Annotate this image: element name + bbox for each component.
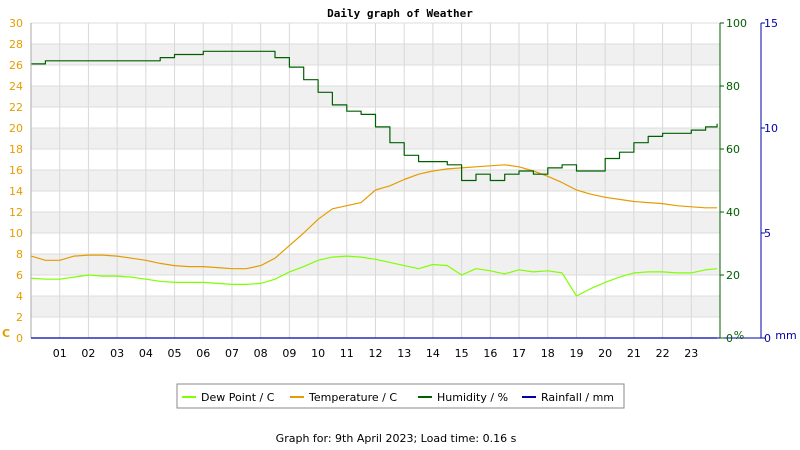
temperature-c-line — [30, 164, 718, 270]
x-tick-label: 09 — [282, 347, 296, 360]
humidity-line — [31, 50, 718, 182]
left-tick-label: 12 — [9, 206, 23, 219]
humidity-tick-label: 40 — [726, 206, 740, 219]
legend-label-humidity: Humidity / % — [437, 391, 508, 404]
rainfall-tick-label: 0 — [764, 332, 771, 345]
axis-lines — [30, 23, 762, 339]
left-tick-label: 10 — [9, 227, 23, 240]
humidity-tick-label: 80 — [726, 80, 740, 93]
left-tick-label: 28 — [9, 38, 23, 51]
x-tick-label: 22 — [656, 347, 670, 360]
legend-box — [176, 383, 625, 409]
chart-title: Daily graph of Weather — [327, 7, 473, 20]
rainfall-axis-label: mm — [775, 329, 796, 342]
x-tick-label: 06 — [196, 347, 210, 360]
rainfall-tick-label: 15 — [764, 17, 778, 30]
rainfall-axis-ticks: 0 5 10 15 — [761, 17, 778, 345]
legend: Dew Point / C Temperature / C Humidity / %… — [176, 383, 625, 409]
x-tick-label: 14 — [426, 347, 440, 360]
humidity-axis-ticks: 0 20 40 60 80 100 — [720, 17, 747, 345]
humidity-tick-label: 100 — [726, 17, 747, 30]
x-tick-label: 05 — [168, 347, 182, 360]
left-tick-label: 6 — [16, 269, 23, 282]
x-tick-label: 18 — [541, 347, 555, 360]
x-tick-label: 13 — [397, 347, 411, 360]
x-tick-label: 19 — [569, 347, 583, 360]
left-tick-label: 26 — [9, 59, 23, 72]
left-tick-label: 4 — [16, 290, 23, 303]
left-tick-label: 14 — [9, 185, 23, 198]
x-tick-label: 16 — [483, 347, 497, 360]
x-tick-label: 20 — [598, 347, 612, 360]
vertical-gridlines — [59, 23, 692, 338]
legend-label-dew-point-c: Dew Point / C — [201, 391, 275, 404]
x-tick-label: 12 — [369, 347, 383, 360]
footer-text: Graph for: 9th April 2023; Load time: 0.… — [276, 432, 517, 445]
left-axis-label: C — [2, 327, 10, 340]
x-tick-label: 23 — [684, 347, 698, 360]
left-tick-label: 22 — [9, 101, 23, 114]
horizontal-gridlines — [31, 22, 720, 339]
x-tick-label: 07 — [225, 347, 239, 360]
left-tick-label: 24 — [9, 80, 23, 93]
x-tick-label: 15 — [455, 347, 469, 360]
legend-label-rainfall-mm: Rainfall / mm — [541, 391, 614, 404]
humidity-tick-label: 20 — [726, 269, 740, 282]
x-tick-label: 17 — [512, 347, 526, 360]
left-tick-label: 30 — [9, 17, 23, 30]
humidity-tick-label: 0 — [726, 332, 733, 345]
left-tick-label: 0 — [16, 332, 23, 345]
x-tick-label: 04 — [139, 347, 153, 360]
left-tick-label: 2 — [16, 311, 23, 324]
x-tick-label: 21 — [627, 347, 641, 360]
dew-point-c-line — [30, 255, 718, 297]
x-tick-label: 01 — [53, 347, 67, 360]
legend-label-temperature-c: Temperature / C — [308, 391, 397, 404]
left-tick-label: 20 — [9, 122, 23, 135]
left-tick-label: 8 — [16, 248, 23, 261]
humidity-tick-label: 60 — [726, 143, 740, 156]
x-tick-label: 11 — [340, 347, 354, 360]
rainfall-tick-label: 5 — [764, 227, 771, 240]
left-tick-label: 18 — [9, 143, 23, 156]
humidity-axis-label: % — [734, 329, 744, 342]
x-tick-label: 03 — [110, 347, 124, 360]
left-tick-label: 16 — [9, 164, 23, 177]
x-tick-label: 08 — [254, 347, 268, 360]
x-tick-label: 02 — [81, 347, 95, 360]
rainfall-tick-label: 10 — [764, 122, 778, 135]
x-tick-label: 10 — [311, 347, 325, 360]
x-axis-ticks: 01 02 03 04 05 06 07 08 09 10 11 12 13 14 15 16 17 18 19 20… — [53, 347, 699, 360]
